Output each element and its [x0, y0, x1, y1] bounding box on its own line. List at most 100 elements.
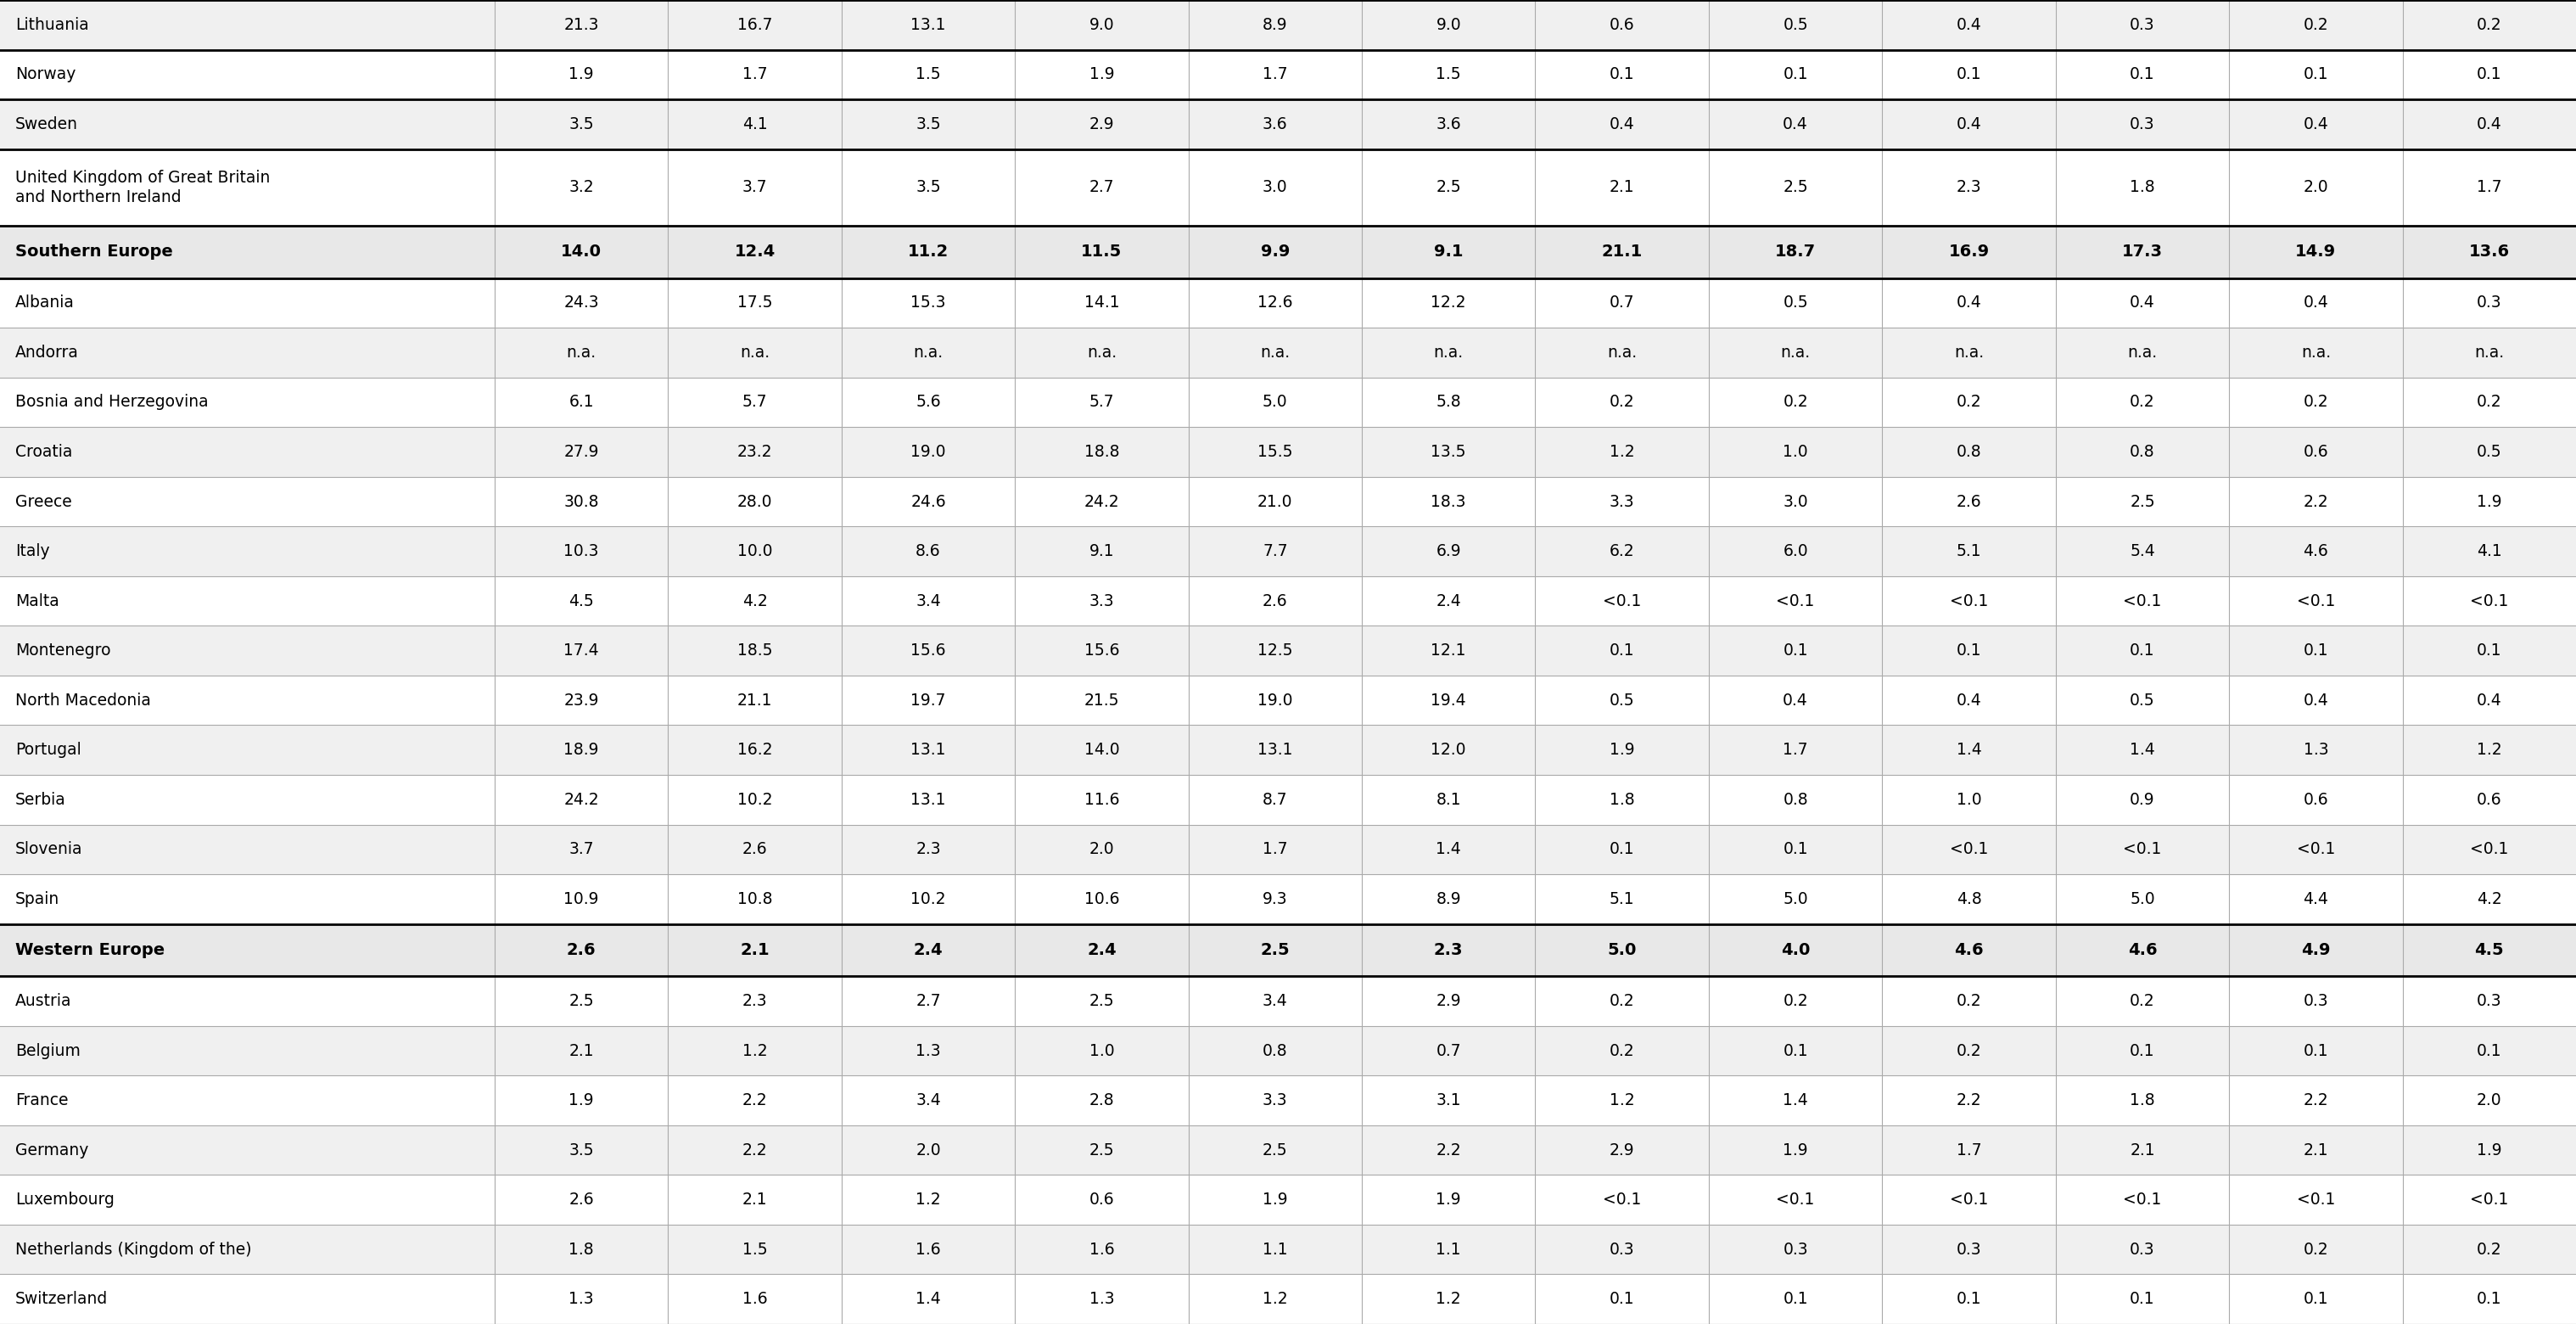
- Text: 0.1: 0.1: [1610, 642, 1636, 659]
- Text: 0.2: 0.2: [1783, 395, 1808, 410]
- Text: 1.9: 1.9: [569, 66, 595, 82]
- Text: 0.6: 0.6: [2476, 792, 2501, 808]
- Text: 0.1: 0.1: [1783, 1043, 1808, 1059]
- Text: 5.7: 5.7: [1090, 395, 1115, 410]
- Text: Spain: Spain: [15, 891, 59, 907]
- Text: Greece: Greece: [15, 494, 72, 510]
- Text: 0.2: 0.2: [2303, 17, 2329, 33]
- Text: 21.0: 21.0: [1257, 494, 1293, 510]
- Text: n.a.: n.a.: [1087, 344, 1115, 360]
- Text: 1.7: 1.7: [1262, 841, 1288, 858]
- Text: <0.1: <0.1: [1602, 593, 1641, 609]
- Text: 2.6: 2.6: [567, 941, 595, 959]
- Text: 1.2: 1.2: [742, 1043, 768, 1059]
- Text: 0.1: 0.1: [1783, 66, 1808, 82]
- Text: 0.1: 0.1: [2476, 66, 2501, 82]
- Text: 0.2: 0.2: [1783, 993, 1808, 1009]
- Bar: [0, 226, 2576, 278]
- Text: 1.3: 1.3: [1090, 1291, 1115, 1307]
- Text: 2.6: 2.6: [1262, 593, 1288, 609]
- Text: 12.1: 12.1: [1430, 642, 1466, 659]
- Text: United Kingdom of Great Britain
and Northern Ireland: United Kingdom of Great Britain and Nort…: [15, 169, 270, 205]
- Text: 0.1: 0.1: [1955, 642, 1981, 659]
- Text: 24.2: 24.2: [564, 792, 600, 808]
- Text: 5.0: 5.0: [1607, 941, 1636, 959]
- Text: 3.7: 3.7: [742, 179, 768, 196]
- Bar: [0, 874, 2576, 924]
- Text: 1.6: 1.6: [1090, 1242, 1115, 1258]
- Text: 18.3: 18.3: [1430, 494, 1466, 510]
- Bar: [0, 377, 2576, 428]
- Text: 2.2: 2.2: [2303, 494, 2329, 510]
- Text: 9.9: 9.9: [1260, 244, 1291, 260]
- Text: 9.1: 9.1: [1435, 244, 1463, 260]
- Text: 23.9: 23.9: [564, 692, 600, 708]
- Text: 19.0: 19.0: [1257, 692, 1293, 708]
- Text: 0.1: 0.1: [2476, 1291, 2501, 1307]
- Bar: [0, 924, 2576, 976]
- Text: 2.7: 2.7: [914, 993, 940, 1009]
- Text: 1.4: 1.4: [1435, 841, 1461, 858]
- Text: 13.1: 13.1: [1257, 741, 1293, 759]
- Text: 0.1: 0.1: [2303, 66, 2329, 82]
- Text: 5.7: 5.7: [742, 395, 768, 410]
- Text: 9.1: 9.1: [1090, 543, 1115, 559]
- Text: 3.5: 3.5: [914, 117, 940, 132]
- Text: n.a.: n.a.: [914, 344, 943, 360]
- Bar: [0, 150, 2576, 226]
- Text: Portugal: Portugal: [15, 741, 82, 759]
- Text: Andorra: Andorra: [15, 344, 80, 360]
- Text: Western Europe: Western Europe: [15, 941, 165, 959]
- Text: 0.2: 0.2: [1955, 395, 1981, 410]
- Bar: [0, 1174, 2576, 1225]
- Text: 0.1: 0.1: [1610, 1291, 1636, 1307]
- Text: 2.6: 2.6: [1955, 494, 1981, 510]
- Text: 0.2: 0.2: [2303, 395, 2329, 410]
- Text: n.a.: n.a.: [1260, 344, 1291, 360]
- Text: 13.5: 13.5: [1430, 444, 1466, 459]
- Text: 10.2: 10.2: [909, 891, 945, 907]
- Text: <0.1: <0.1: [1777, 593, 1814, 609]
- Text: 3.0: 3.0: [1262, 179, 1288, 196]
- Text: France: France: [15, 1092, 70, 1108]
- Text: 2.5: 2.5: [569, 993, 595, 1009]
- Text: 2.6: 2.6: [569, 1192, 595, 1207]
- Text: <0.1: <0.1: [1950, 593, 1989, 609]
- Text: 16.2: 16.2: [737, 741, 773, 759]
- Text: 1.8: 1.8: [569, 1242, 595, 1258]
- Bar: [0, 1225, 2576, 1274]
- Text: 0.4: 0.4: [1955, 295, 1981, 311]
- Text: 11.2: 11.2: [907, 244, 948, 260]
- Text: 27.9: 27.9: [564, 444, 600, 459]
- Text: 19.7: 19.7: [909, 692, 945, 708]
- Text: 5.0: 5.0: [2130, 891, 2156, 907]
- Bar: [0, 825, 2576, 874]
- Text: 1.6: 1.6: [742, 1291, 768, 1307]
- Text: 11.5: 11.5: [1082, 244, 1123, 260]
- Bar: [0, 1274, 2576, 1324]
- Text: 8.6: 8.6: [914, 543, 940, 559]
- Text: 0.6: 0.6: [1610, 17, 1636, 33]
- Text: 2.2: 2.2: [742, 1092, 768, 1108]
- Text: 3.5: 3.5: [914, 179, 940, 196]
- Text: 5.1: 5.1: [1955, 543, 1981, 559]
- Text: 24.6: 24.6: [909, 494, 945, 510]
- Text: Montenegro: Montenegro: [15, 642, 111, 659]
- Text: 3.4: 3.4: [914, 1092, 940, 1108]
- Text: Slovenia: Slovenia: [15, 841, 82, 858]
- Text: 14.0: 14.0: [562, 244, 603, 260]
- Text: 0.4: 0.4: [1955, 17, 1981, 33]
- Text: 0.3: 0.3: [1783, 1242, 1808, 1258]
- Text: 14.0: 14.0: [1084, 741, 1121, 759]
- Text: 19.0: 19.0: [909, 444, 945, 459]
- Text: 2.5: 2.5: [1090, 993, 1115, 1009]
- Text: 0.3: 0.3: [2130, 17, 2156, 33]
- Text: 0.5: 0.5: [2476, 444, 2501, 459]
- Text: 2.8: 2.8: [1090, 1092, 1115, 1108]
- Text: 6.1: 6.1: [569, 395, 595, 410]
- Text: 0.1: 0.1: [2130, 642, 2156, 659]
- Text: 0.1: 0.1: [2130, 1043, 2156, 1059]
- Text: 8.7: 8.7: [1262, 792, 1288, 808]
- Text: 13.1: 13.1: [909, 741, 945, 759]
- Text: Netherlands (Kingdom of the): Netherlands (Kingdom of the): [15, 1242, 252, 1258]
